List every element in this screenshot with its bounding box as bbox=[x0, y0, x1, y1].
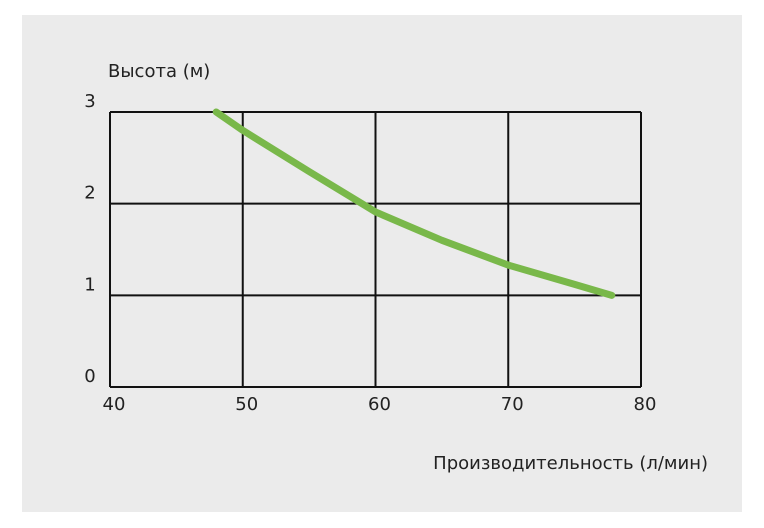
panel bbox=[22, 15, 742, 512]
y-tick-label: 0 bbox=[84, 366, 95, 387]
curve bbox=[212, 108, 616, 299]
y-axis-label: Высота (м) bbox=[108, 61, 210, 82]
x-tick-label: 50 bbox=[235, 394, 258, 415]
x-tick-label: 80 bbox=[634, 394, 657, 415]
x-tick-label: 70 bbox=[501, 394, 524, 415]
x-tick-label: 60 bbox=[368, 394, 391, 415]
y-tick-label: 3 bbox=[84, 91, 95, 112]
x-tick-label: 40 bbox=[103, 394, 126, 415]
y-tick-label: 2 bbox=[84, 183, 95, 204]
y-tick-label: 1 bbox=[84, 274, 95, 295]
x-axis-label: Производительность (л/мин) bbox=[433, 453, 708, 474]
